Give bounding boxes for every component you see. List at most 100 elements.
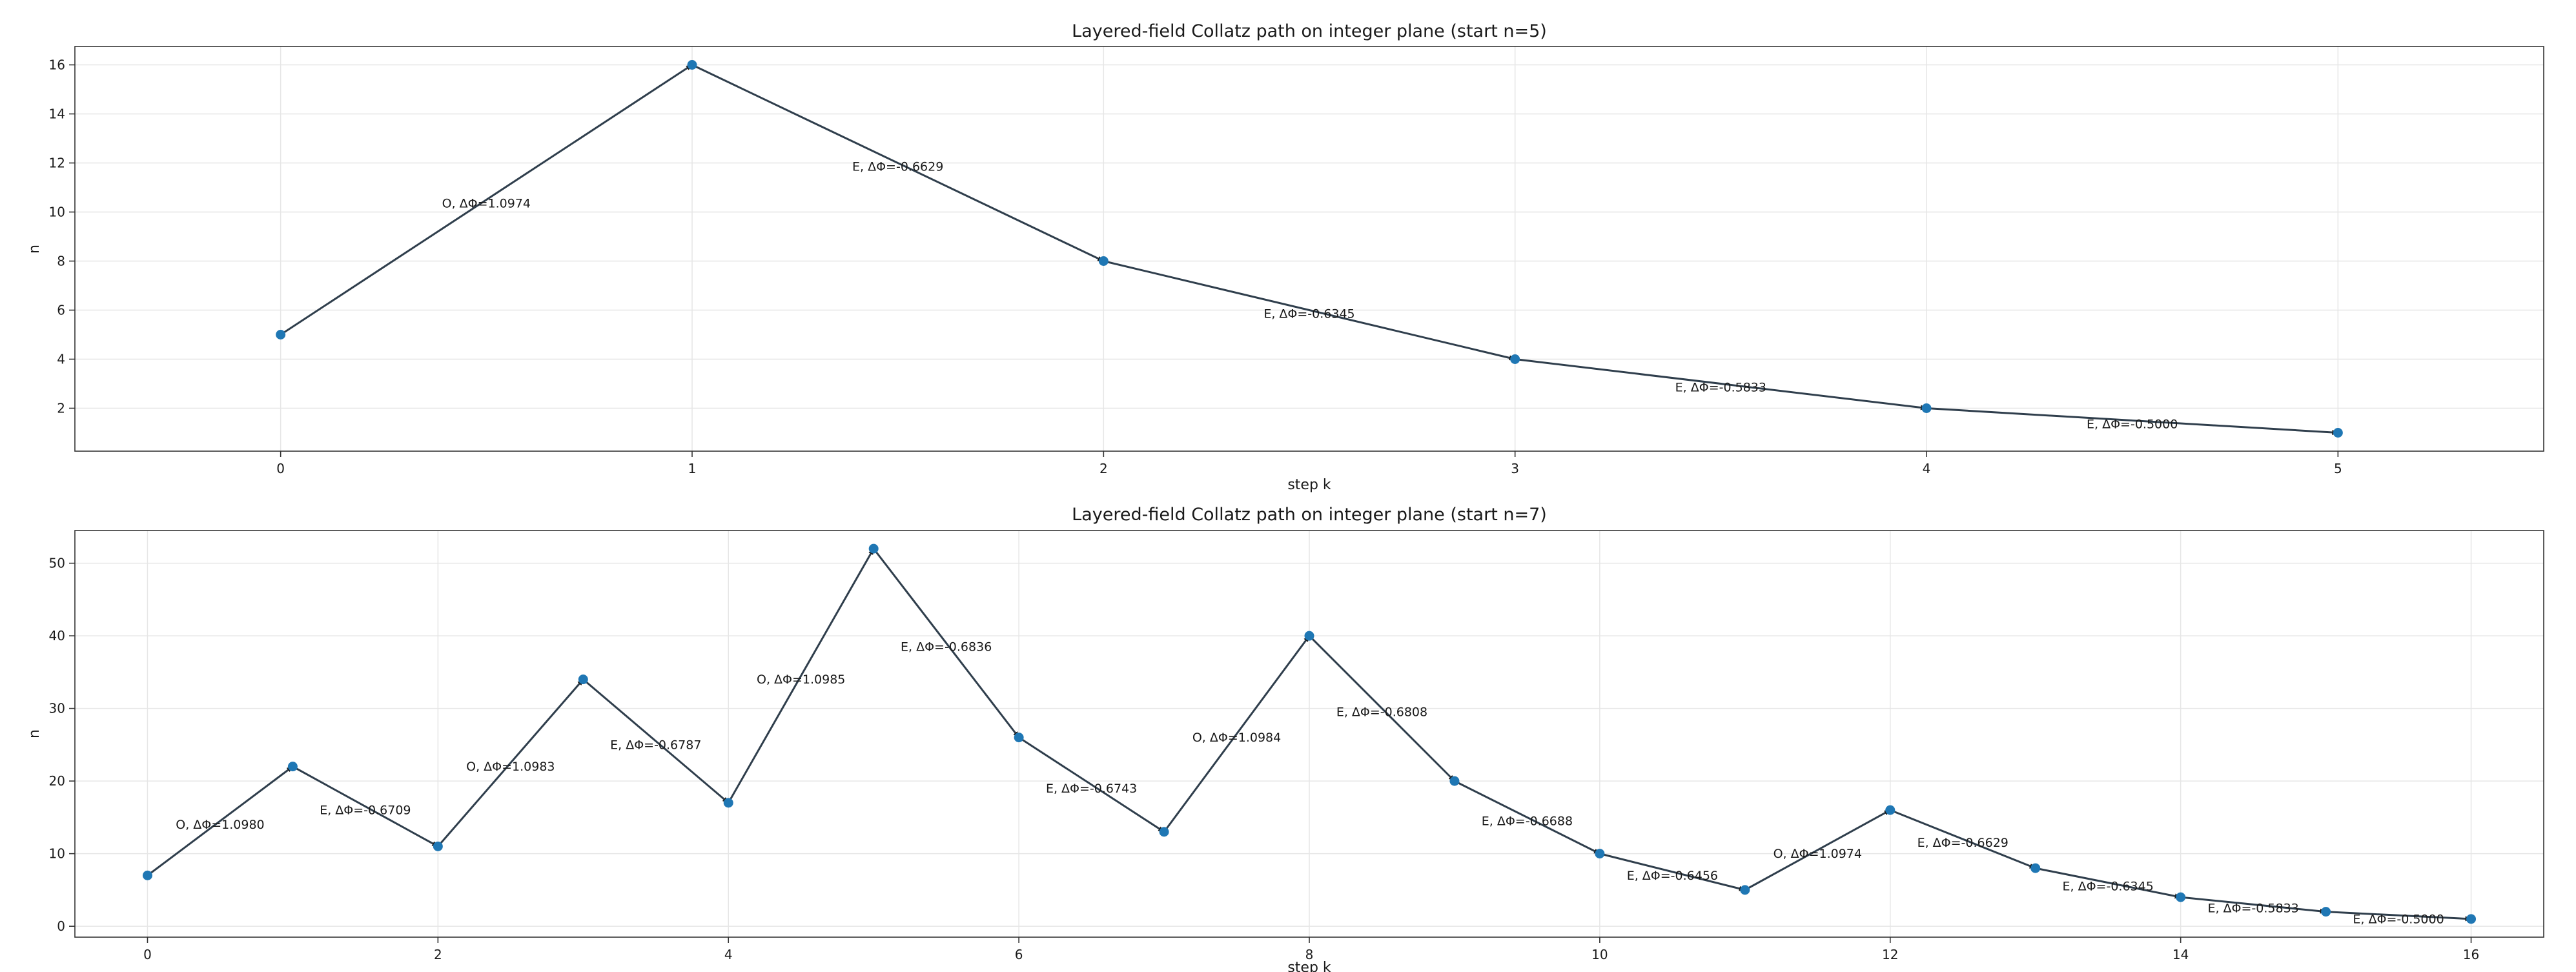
x-tick-label: 1 (688, 461, 697, 476)
chart-2-title: Layered-field Collatz path on integer pl… (1072, 505, 1547, 525)
y-tick-label: 50 (49, 556, 65, 571)
data-point (1595, 849, 1605, 859)
y-tick-label: 16 (49, 57, 65, 73)
x-tick-label: 0 (143, 947, 152, 962)
x-tick-label: 2 (1099, 461, 1108, 476)
chart-2-series (142, 543, 2477, 924)
data-point (687, 60, 697, 70)
step-annotation: O, ΔΦ=1.0974 (1774, 847, 1862, 861)
data-point (276, 330, 286, 339)
y-tick-label: 8 (57, 254, 65, 269)
chart-1-title: Layered-field Collatz path on integer pl… (1072, 21, 1547, 41)
step-annotation: E, ΔΦ=-0.6345 (1263, 307, 1354, 321)
path-segment (280, 64, 693, 336)
path-segment (1926, 407, 2339, 435)
path-segment (691, 64, 1105, 262)
step-annotation: E, ΔΦ=-0.6836 (901, 640, 992, 654)
y-tick-label: 20 (49, 773, 65, 789)
path-segment (1454, 780, 1600, 855)
data-point (433, 841, 443, 851)
data-point (287, 762, 298, 772)
step-annotation: E, ΔΦ=-0.6808 (1336, 705, 1427, 720)
x-tick-label: 4 (1923, 461, 1931, 476)
chart-2-ylabel: n (26, 729, 43, 738)
path-segment (1018, 736, 1165, 833)
path-segment (1599, 853, 1746, 891)
x-tick-label: 12 (1882, 947, 1898, 962)
data-point (578, 674, 588, 685)
path-segment (2180, 896, 2327, 914)
step-annotation: O, ΔΦ=1.0983 (466, 760, 555, 774)
path-segment (2326, 911, 2472, 922)
data-point (868, 543, 879, 554)
chart-panel-2: Layered-field Collatz path on integer pl… (26, 505, 2544, 972)
step-annotation: E, ΔΦ=-0.6456 (1627, 869, 1718, 883)
data-point (1014, 733, 1024, 743)
x-tick-label: 2 (434, 947, 442, 962)
y-tick-label: 6 (57, 303, 65, 318)
y-tick-label: 10 (49, 205, 65, 220)
y-tick-label: 12 (49, 156, 65, 171)
path-segment (292, 765, 439, 847)
y-tick-label: 30 (49, 701, 65, 716)
path-segment (727, 548, 875, 804)
data-point (1885, 805, 1896, 815)
path-segment (1515, 358, 1927, 410)
step-annotation: E, ΔΦ=-0.6787 (610, 738, 701, 752)
y-tick-label: 40 (49, 628, 65, 643)
step-annotation: E, ΔΦ=-0.6709 (320, 804, 411, 818)
data-point (2333, 428, 2343, 438)
data-point (2321, 907, 2331, 917)
path-segment (872, 548, 1020, 738)
data-point (1740, 885, 1750, 895)
y-tick-label: 0 (57, 918, 65, 934)
step-annotation: O, ΔΦ=1.0974 (442, 197, 531, 211)
data-point (1098, 256, 1109, 266)
chart-2-annotations: O, ΔΦ=1.0980 E, ΔΦ=-0.6709 O, ΔΦ=1.0983 E, … (176, 640, 2444, 926)
path-segment (2035, 867, 2182, 899)
chart-1-ylabel: n (26, 245, 43, 254)
step-annotation: E, ΔΦ=-0.5000 (2087, 418, 2178, 432)
path-segment (437, 678, 584, 847)
data-point (723, 798, 733, 808)
data-point (2176, 892, 2186, 902)
step-annotation: O, ΔΦ=1.0984 (1192, 731, 1281, 745)
chart-1-grid (75, 46, 2544, 451)
chart-2-xlabel: step k (1287, 960, 1331, 972)
x-tick-label: 6 (1015, 947, 1023, 962)
x-tick-label: 4 (724, 947, 733, 962)
path-segment (1890, 809, 2036, 869)
chart-2-grid (75, 531, 2544, 937)
x-tick-label: 10 (1591, 947, 1608, 962)
step-annotation: E, ΔΦ=-0.5833 (2207, 901, 2298, 915)
data-point (1921, 403, 1932, 413)
y-tick-label: 14 (49, 106, 65, 122)
path-segment (1103, 260, 1516, 361)
step-annotation: E, ΔΦ=-0.6629 (1917, 836, 2009, 850)
chart-2-ticks: 0 2 4 6 8 10 12 14 16 0 10 20 30 40 50 (49, 556, 2480, 962)
step-annotation: E, ΔΦ=-0.6688 (1482, 814, 1573, 828)
data-point (1510, 354, 1520, 364)
x-tick-label: 16 (2463, 947, 2479, 962)
data-point (1449, 776, 1460, 786)
path-segment (1163, 635, 1311, 833)
data-point (2030, 863, 2041, 873)
y-tick-label: 4 (57, 352, 65, 367)
x-tick-label: 0 (276, 461, 285, 476)
path-segment (1308, 635, 1456, 782)
y-tick-label: 2 (57, 401, 65, 416)
step-annotation: O, ΔΦ=1.0980 (176, 818, 264, 832)
data-point (1304, 631, 1314, 641)
data-point (2466, 914, 2477, 924)
x-tick-label: 3 (1511, 461, 1519, 476)
path-segment (582, 678, 730, 804)
x-tick-label: 5 (2334, 461, 2342, 476)
step-annotation: E, ΔΦ=-0.6629 (852, 160, 943, 174)
step-annotation: E, ΔΦ=-0.5000 (2353, 912, 2444, 926)
chart-panel-1: Layered-field Collatz path on integer pl… (26, 21, 2544, 493)
chart-1-series (276, 60, 2343, 438)
path-segment (147, 765, 294, 876)
chart-1-annotations: O, ΔΦ=1.0974 E, ΔΦ=-0.6629 E, ΔΦ=-0.6345 E,… (442, 160, 2178, 432)
